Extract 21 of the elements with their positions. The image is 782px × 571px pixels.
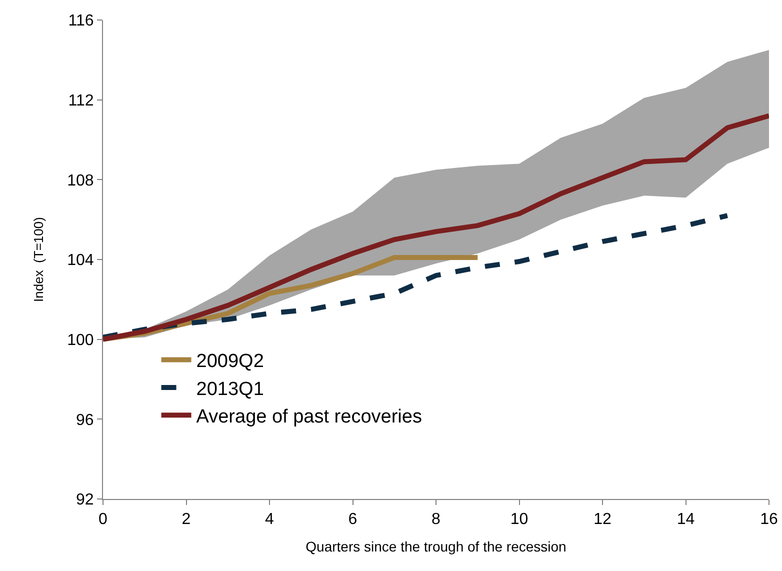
x-tick-label: 4 <box>265 511 274 528</box>
y-tick-label: 104 <box>67 252 94 270</box>
y-tick-label: 116 <box>68 12 94 30</box>
x-tick-label: 10 <box>510 511 528 528</box>
x-tick-label: 14 <box>676 511 695 528</box>
legend-label: 2009Q2 <box>196 351 264 372</box>
x-tick-label: 0 <box>98 511 108 528</box>
legend-label: 2013Q1 <box>196 378 264 400</box>
x-tick-label: 12 <box>594 511 612 528</box>
y-tick-label: 112 <box>68 92 94 110</box>
y-axis-title: Index (T=100) <box>31 217 46 302</box>
y-tick-label: 100 <box>67 332 94 349</box>
x-tick-label: 8 <box>432 511 441 528</box>
y-tick-label: 108 <box>67 172 94 190</box>
x-tick-label: 16 <box>760 511 778 528</box>
x-tick-label: 2 <box>182 511 191 528</box>
x-axis-title: Quarters since the trough of the recession <box>306 538 566 554</box>
x-tick-label: 6 <box>348 511 358 528</box>
y-tick-label: 92 <box>76 492 94 509</box>
legend-label: Average of past recoveries <box>196 406 422 428</box>
y-tick-label: 96 <box>76 412 94 429</box>
